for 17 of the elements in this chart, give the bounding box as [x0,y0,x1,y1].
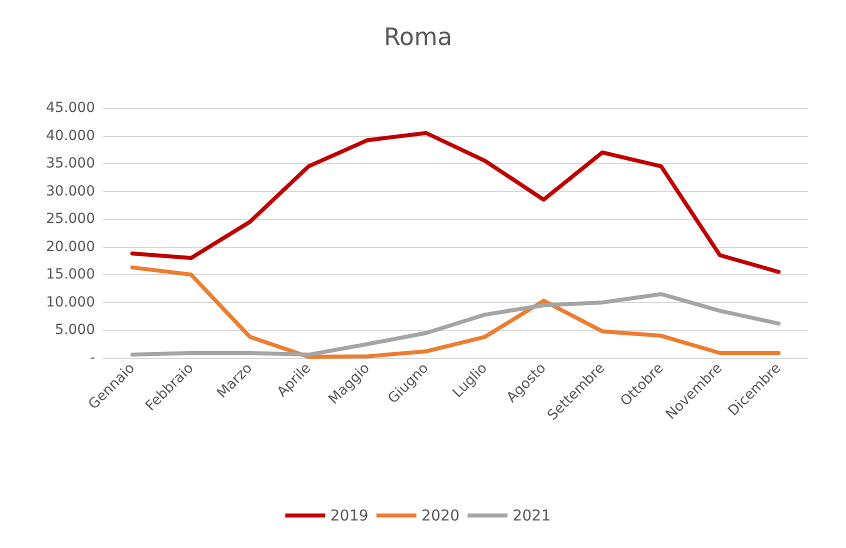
legend-label: 2020 [421,506,460,524]
y-tick-label: 30.000 [46,183,95,200]
y-tick-label: 10.000 [46,294,95,310]
y-tick-label: 40.000 [46,128,95,144]
y-tick-label: 35.000 [46,156,95,172]
y-tick-label: 5.000 [54,322,95,338]
y-tick-label: 15.000 [46,266,95,283]
legend-label: 2019 [330,506,368,524]
line-series [130,131,781,274]
line-series [130,292,781,357]
legend-label: 2021 [512,506,551,524]
line-series [130,265,781,359]
y-tick-label: 25.000 [46,211,95,228]
chart-title: Roma [384,23,452,51]
y-tick-label: - [90,350,95,366]
y-tick-label: 20.000 [46,238,95,255]
y-tick-label: 45.000 [46,100,95,116]
